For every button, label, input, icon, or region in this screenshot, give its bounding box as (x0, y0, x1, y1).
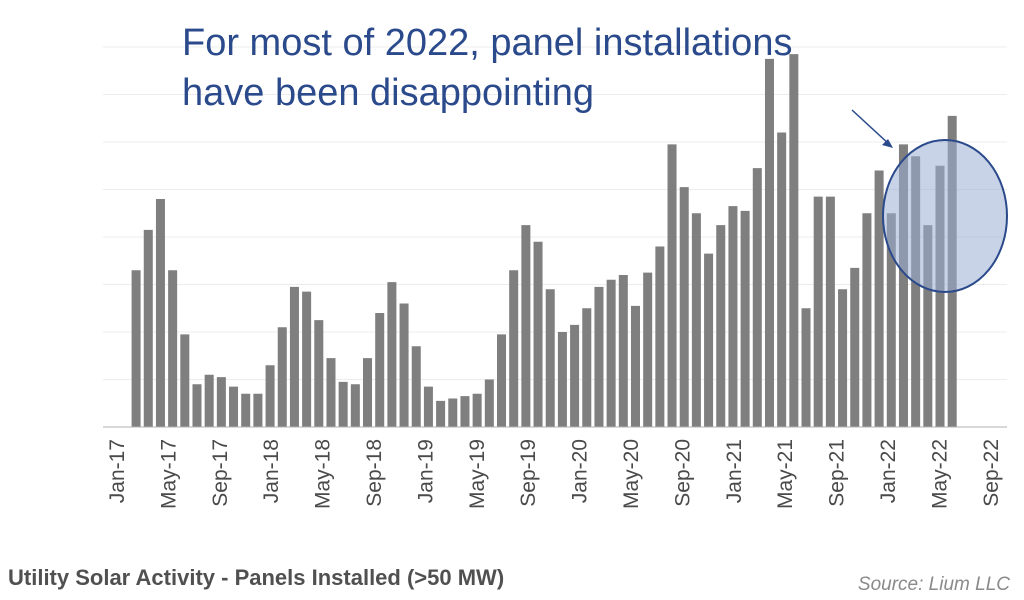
arrow-head-icon (882, 139, 893, 148)
bar-Jul-17 (204, 374, 214, 427)
bar-Jun-22 (923, 225, 933, 427)
gridlines (103, 46, 1007, 380)
bar-Oct-17 (241, 393, 251, 427)
x-tick-label: Sep-22 (980, 439, 1003, 507)
bar-Feb-21 (728, 206, 738, 427)
bar-Jun-21 (777, 132, 787, 427)
bar-Aug-19 (509, 270, 519, 427)
bar-Dec-19 (557, 332, 567, 427)
bar-Jan-18 (277, 327, 287, 427)
bar-May-17 (180, 334, 190, 427)
bar-Jul-19 (497, 334, 507, 427)
bar-May-20 (618, 275, 628, 427)
bar-Jul-20 (643, 272, 653, 427)
x-tick-label: Sep-17 (209, 439, 232, 507)
bar-Nov-18 (399, 303, 409, 427)
chart-caption: Utility Solar Activity - Panels Installe… (8, 565, 505, 590)
bar-May-22 (911, 156, 921, 427)
bar-Feb-22 (874, 170, 884, 427)
bar-Oct-21 (825, 196, 835, 427)
bar-Jun-20 (630, 305, 640, 427)
bar-Sep-18 (375, 313, 385, 427)
bar-Sep-21 (813, 196, 823, 427)
bar-Sep-20 (667, 144, 677, 427)
bar-Apr-18 (314, 320, 324, 427)
x-tick-label: Sep-21 (826, 439, 849, 507)
bar-Apr-17 (168, 270, 178, 427)
x-tick-label: Jan-21 (723, 439, 746, 503)
bar-Aug-21 (801, 308, 811, 427)
x-tick-label: Sep-19 (517, 439, 540, 507)
bar-Feb-17 (143, 229, 153, 427)
bar-Nov-17 (253, 393, 263, 427)
x-tick-label: May-17 (157, 439, 180, 509)
bar-Jun-19 (484, 379, 494, 427)
x-tick-label: May-19 (466, 439, 489, 509)
bar-Sep-17 (229, 386, 239, 427)
bar-Jul-22 (935, 165, 945, 427)
bar-Apr-19 (460, 396, 470, 427)
bar-Oct-20 (679, 187, 689, 427)
bar-Mar-18 (302, 291, 312, 427)
bar-Mar-19 (448, 398, 458, 427)
x-tick-label: Jan-22 (877, 439, 900, 503)
bar-Oct-19 (533, 241, 543, 427)
bar-Aug-20 (655, 246, 665, 427)
x-tick-label: May-20 (620, 439, 643, 509)
bar-May-21 (764, 58, 774, 427)
bar-Jun-18 (338, 381, 348, 427)
annotation-line-1: For most of 2022, panel installations (182, 22, 792, 64)
x-tick-label: Sep-20 (671, 439, 694, 507)
bar-Sep-19 (521, 225, 531, 427)
bar-Feb-19 (436, 400, 446, 427)
bar-Jan-17 (131, 270, 141, 427)
bar-Nov-21 (838, 289, 848, 427)
bar-Jan-19 (423, 386, 433, 427)
x-tick-label: Jan-17 (106, 439, 129, 503)
bar-Mar-21 (740, 210, 750, 427)
x-tick-label: Jan-18 (260, 439, 283, 503)
x-tick-labels: Jan-17 May-17 Sep-17 Jan-18 May-18 Sep-18 Jan-… (106, 439, 1003, 509)
bar-chart: Jan-17 May-17 Sep-17 Jan-18 May-18 Sep-18 Jan-… (103, 22, 1008, 509)
bar-Feb-18 (289, 286, 299, 427)
bar-Feb-20 (582, 308, 592, 427)
bar-Aug-17 (216, 377, 226, 427)
bar-Aug-18 (363, 358, 373, 427)
bar-Jan-22 (862, 213, 872, 427)
x-tick-label: Sep-18 (363, 439, 386, 507)
x-tick-label: May-22 (928, 439, 951, 509)
bar-Dec-17 (265, 365, 275, 427)
highlight-annotation (851, 109, 1008, 293)
x-tick-label: Jan-20 (569, 439, 592, 503)
x-tick-label: May-21 (774, 439, 797, 509)
bar-Jan-20 (570, 324, 580, 427)
bar-Dec-21 (850, 267, 860, 427)
bar-Oct-18 (387, 282, 397, 427)
bar-Jan-21 (716, 225, 726, 427)
bar-Jul-21 (789, 54, 799, 427)
bar-Dec-20 (704, 253, 714, 427)
bar-Dec-18 (411, 346, 421, 427)
annotation-line-2: have been disappointing (182, 72, 594, 114)
x-tick-label: May-18 (312, 439, 335, 509)
bar-Jun-17 (192, 384, 202, 427)
bar-Mar-22 (886, 213, 896, 427)
bar-Mar-17 (155, 199, 165, 427)
bar-Jul-18 (350, 384, 360, 427)
bar-Nov-19 (545, 289, 555, 427)
bar-Apr-21 (752, 168, 762, 427)
bar-Nov-20 (691, 213, 701, 427)
bar-May-18 (326, 358, 336, 427)
bar-Mar-20 (594, 286, 604, 427)
annotation-arrow (851, 109, 891, 146)
bar-Apr-22 (898, 144, 908, 427)
x-tick-label: Jan-19 (414, 439, 437, 503)
bar-May-19 (472, 393, 482, 427)
source-credit: Source: Lium LLC (857, 574, 1010, 595)
bar-Apr-20 (606, 279, 616, 427)
highlight-circle (882, 139, 1008, 293)
